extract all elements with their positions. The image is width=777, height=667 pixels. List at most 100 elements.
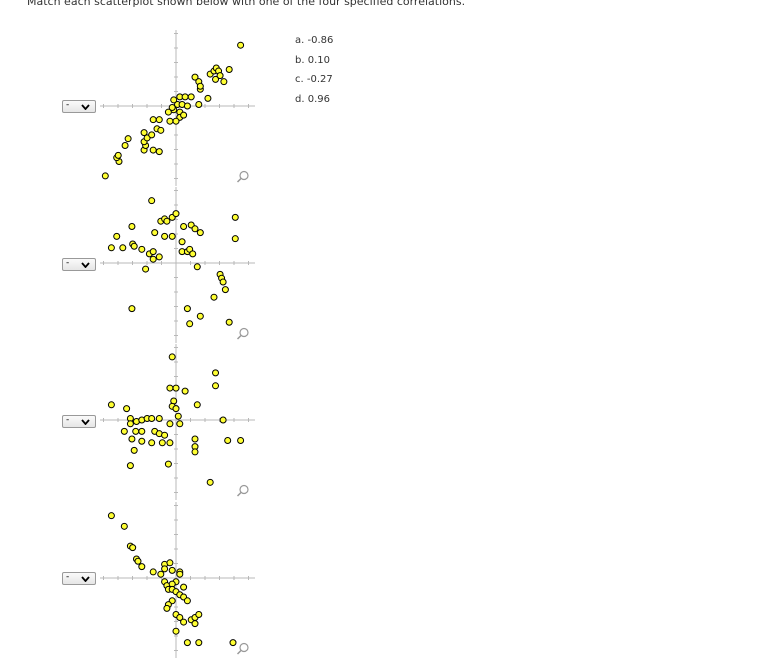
data-point xyxy=(158,439,166,447)
data-point xyxy=(174,412,182,420)
data-point xyxy=(191,448,199,456)
data-point xyxy=(107,512,115,520)
data-point xyxy=(119,244,127,252)
data-point xyxy=(130,446,138,454)
data-point xyxy=(124,135,132,143)
data-point xyxy=(166,117,174,125)
data-point xyxy=(196,82,204,90)
data-point xyxy=(219,278,227,286)
data-point xyxy=(107,401,115,409)
data-point xyxy=(130,242,138,250)
data-point xyxy=(181,387,189,395)
data-point xyxy=(204,94,212,102)
data-point xyxy=(172,384,180,392)
scatterplot-4 xyxy=(100,502,255,658)
data-point xyxy=(180,583,188,591)
data-point xyxy=(132,427,140,435)
data-point xyxy=(224,437,232,445)
scatterplot-1 xyxy=(100,30,255,186)
data-point xyxy=(172,117,180,125)
data-point xyxy=(212,75,220,83)
data-point xyxy=(210,293,218,301)
data-point xyxy=(149,248,157,256)
data-point xyxy=(164,460,172,468)
scatterplot-3 xyxy=(100,344,255,500)
data-point xyxy=(129,544,137,552)
data-point xyxy=(189,250,197,258)
data-point xyxy=(123,405,131,413)
data-point xyxy=(176,570,184,578)
data-point xyxy=(168,566,176,574)
correlation-select-4[interactable]: - xyxy=(62,572,96,585)
chevron-down-icon xyxy=(81,419,90,425)
data-point xyxy=(138,245,146,253)
select-value: - xyxy=(66,415,70,425)
data-point xyxy=(126,462,134,470)
data-point xyxy=(142,265,150,273)
correlation-select-1[interactable]: - xyxy=(62,100,96,113)
correlation-select-3[interactable]: - xyxy=(62,415,96,428)
magnifier-icon[interactable] xyxy=(236,327,250,341)
data-point xyxy=(138,563,146,571)
select-value: - xyxy=(66,100,70,110)
option-c: c. -0.27 xyxy=(295,74,333,86)
data-point xyxy=(187,93,195,101)
data-point xyxy=(148,439,156,447)
select-value: - xyxy=(66,572,70,582)
select-value: - xyxy=(66,258,70,268)
magnifier-icon[interactable] xyxy=(236,642,250,656)
data-point xyxy=(138,427,146,435)
data-point xyxy=(180,223,188,231)
data-point xyxy=(155,253,163,261)
data-point xyxy=(168,232,176,240)
data-point xyxy=(206,478,214,486)
data-point xyxy=(166,384,174,392)
data-point xyxy=(128,435,136,443)
data-point xyxy=(216,72,224,80)
data-point xyxy=(151,229,159,237)
data-point xyxy=(148,414,156,422)
data-point xyxy=(120,427,128,435)
data-point xyxy=(186,320,194,328)
data-point xyxy=(195,639,203,647)
data-point xyxy=(157,570,165,578)
data-point xyxy=(225,318,233,326)
data-point xyxy=(196,229,204,237)
data-point xyxy=(161,431,169,439)
data-point xyxy=(220,78,228,86)
data-point xyxy=(191,620,199,628)
data-point xyxy=(180,111,188,119)
data-point xyxy=(128,305,136,313)
data-point xyxy=(161,565,169,573)
data-point xyxy=(176,614,184,622)
data-point xyxy=(166,439,174,447)
scatterplot-2 xyxy=(100,187,255,343)
data-point xyxy=(195,610,203,618)
data-point xyxy=(191,435,199,443)
data-point xyxy=(172,210,180,218)
data-point xyxy=(113,232,121,240)
magnifier-icon[interactable] xyxy=(236,170,250,184)
correlation-select-2[interactable]: - xyxy=(62,258,96,271)
correlation-options: a. -0.86 b. 0.10 c. -0.27 d. 0.96 xyxy=(295,34,333,112)
data-point xyxy=(212,369,220,377)
magnifier-icon[interactable] xyxy=(236,484,250,498)
data-point xyxy=(221,286,229,294)
data-point xyxy=(231,235,239,243)
data-point xyxy=(163,604,171,612)
chevron-down-icon xyxy=(81,262,90,268)
data-point xyxy=(166,559,174,567)
data-point xyxy=(149,116,157,124)
data-point xyxy=(107,244,115,252)
data-point xyxy=(166,420,174,428)
data-point xyxy=(229,639,237,647)
data-point xyxy=(231,213,239,221)
data-point xyxy=(237,41,245,49)
data-point xyxy=(114,151,122,159)
data-point xyxy=(168,353,176,361)
data-point xyxy=(126,420,134,428)
data-point xyxy=(148,197,156,205)
data-point xyxy=(237,437,245,445)
data-point xyxy=(172,405,180,413)
data-point xyxy=(225,66,233,74)
